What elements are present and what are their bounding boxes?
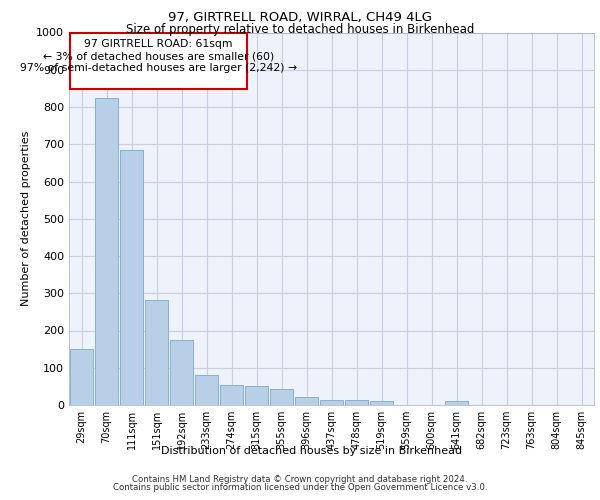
Bar <box>245 386 268 405</box>
Bar <box>195 375 218 405</box>
Text: Size of property relative to detached houses in Birkenhead: Size of property relative to detached ho… <box>126 22 474 36</box>
Bar <box>70 349 93 405</box>
Bar <box>320 400 343 405</box>
Text: Contains HM Land Registry data © Crown copyright and database right 2024.: Contains HM Land Registry data © Crown c… <box>132 475 468 484</box>
Bar <box>295 397 318 405</box>
Y-axis label: Number of detached properties: Number of detached properties <box>20 131 31 306</box>
Bar <box>170 340 193 405</box>
Bar <box>145 300 168 405</box>
Bar <box>370 402 393 405</box>
Text: Contains public sector information licensed under the Open Government Licence v3: Contains public sector information licen… <box>113 484 487 492</box>
Bar <box>345 400 368 405</box>
Bar <box>95 98 118 405</box>
Bar <box>120 150 143 405</box>
Bar <box>70 32 247 90</box>
Text: 97, GIRTRELL ROAD, WIRRAL, CH49 4LG: 97, GIRTRELL ROAD, WIRRAL, CH49 4LG <box>168 11 432 24</box>
Text: ← 3% of detached houses are smaller (60): ← 3% of detached houses are smaller (60) <box>43 52 274 62</box>
Bar <box>270 390 293 405</box>
Text: Distribution of detached houses by size in Birkenhead: Distribution of detached houses by size … <box>161 446 463 456</box>
Text: 97 GIRTRELL ROAD: 61sqm: 97 GIRTRELL ROAD: 61sqm <box>84 40 233 50</box>
Bar <box>220 384 243 405</box>
Text: 97% of semi-detached houses are larger (2,242) →: 97% of semi-detached houses are larger (… <box>20 64 297 74</box>
Bar <box>445 402 468 405</box>
